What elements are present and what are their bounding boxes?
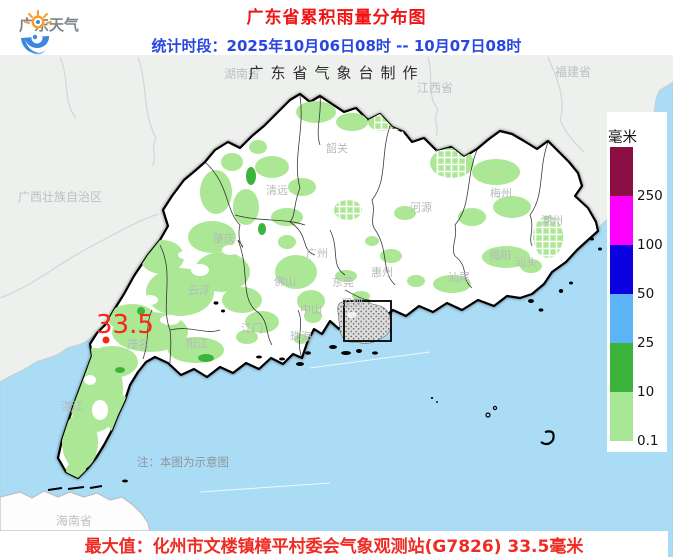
city-label: 惠州 [371,265,393,279]
map-note: 注：本图为示意图 [137,455,229,469]
legend-tick-label: 0.1 [637,433,658,449]
city-label: 广州 [306,247,328,260]
islands [122,237,602,483]
city-label: 茂名 [127,337,149,351]
hainan-island [0,490,151,532]
max-value-caption: 最大值：化州市文楼镇樟平村委会气象观测站(G7826) 33.5毫米 [84,536,584,557]
max-value-label: 33.5 [96,310,154,340]
weather-logo-icon [21,10,52,55]
province-label: 福建省 [555,64,591,79]
footer-bar: 最大值：化州市文楼镇樟平村委会气象观测站(G7826) 33.5毫米 [0,531,668,557]
hongkong-area [337,299,392,344]
city-borders [142,95,549,364]
province-label: 海南省 [56,513,92,528]
rain-patches [62,95,563,478]
province-label: 江西省 [417,81,453,95]
crosshatch-areas [336,108,562,258]
city-label: 阳江 [186,337,208,350]
neighbor-borders [0,56,585,299]
legend-color-step [610,343,633,392]
hongkong-frame [343,300,392,342]
legend-color-step [610,147,633,196]
province-label: 广西壮族自治区 [18,190,102,204]
legend-unit-label: 毫米 [608,128,637,146]
city-label: 河源 [410,200,432,214]
city-label: 湛江 [61,400,83,413]
legend-tick-label: 10 [637,384,654,400]
city-label: 佛山 [274,275,296,288]
legend: 毫米 250 100 50 25 10 0.1 [607,112,667,452]
legend-tick-label: 100 [637,237,663,253]
maritime-lines [199,351,431,493]
city-label: 汕头 [515,256,537,269]
city-label: 深圳 [341,297,363,310]
logo: 广东天气 [16,8,79,55]
far-islands [47,405,555,491]
city-label: 韶关 [326,141,348,155]
city-label: 江门 [241,321,263,335]
city-label: 梅州 [490,186,512,200]
legend-color-step [610,392,633,441]
legend-color-step [610,245,633,294]
legend-tick-label: 25 [637,335,654,351]
max-value-marker: 33.5 [96,310,154,344]
city-label: 云浮 [188,284,210,297]
city-label: 汕尾 [448,271,470,284]
city-label: 东莞 [332,276,354,289]
schematic-note: 注：本图为示意图 [137,455,229,469]
city-label: 肇庆 [213,231,235,245]
city-label: 揭阳 [489,248,511,262]
city-label: 潮州 [541,213,563,227]
city-label: 中山 [300,303,322,316]
legend-tick-label: 250 [637,188,663,204]
city-label: 珠海 [290,329,312,343]
legend-color-step [610,196,633,245]
province-label: 湖南省 [224,66,260,81]
legend-color-step [610,294,633,343]
legend-tick-label: 50 [637,286,654,302]
max-value-dot [102,336,110,344]
city-label: 清远 [266,184,288,197]
